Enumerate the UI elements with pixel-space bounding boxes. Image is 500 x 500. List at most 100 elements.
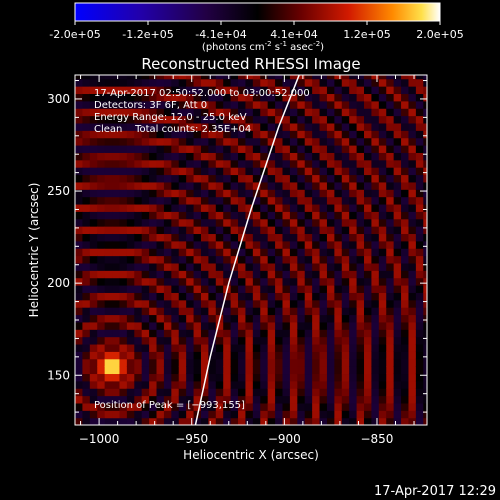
heatmap-pixel xyxy=(149,137,158,146)
heatmap-pixel xyxy=(215,115,224,124)
heatmap-pixel xyxy=(245,78,254,87)
heatmap-pixel xyxy=(223,248,232,257)
heatmap-pixel xyxy=(393,248,402,257)
heatmap-pixel xyxy=(304,248,313,257)
heatmap-pixel xyxy=(112,86,121,95)
heatmap-pixel xyxy=(104,181,113,190)
heatmap-pixel xyxy=(393,343,402,352)
heatmap-pixel xyxy=(415,299,424,308)
heatmap-pixel xyxy=(408,130,417,139)
heatmap-pixel xyxy=(193,174,202,183)
heatmap-pixel xyxy=(186,100,195,109)
heatmap-pixel xyxy=(149,380,158,389)
heatmap-pixel xyxy=(245,343,254,352)
x-tick-label: −850 xyxy=(360,432,393,446)
heatmap-pixel xyxy=(334,115,343,124)
heatmap-pixel xyxy=(393,336,402,345)
heatmap-pixel xyxy=(119,226,128,235)
heatmap-pixel xyxy=(408,86,417,95)
heatmap-pixel xyxy=(282,410,291,419)
heatmap-pixel xyxy=(341,285,350,293)
heatmap-pixel xyxy=(275,248,284,257)
heatmap-pixel xyxy=(386,159,395,168)
heatmap-pixel xyxy=(341,351,350,360)
heatmap-pixel xyxy=(156,130,165,139)
heatmap-pixel xyxy=(134,358,143,367)
heatmap-pixel xyxy=(341,233,350,242)
heatmap-pixel xyxy=(156,226,165,235)
heatmap-pixel xyxy=(126,159,135,168)
heatmap-pixel xyxy=(163,321,172,330)
heatmap-pixel xyxy=(356,358,365,367)
heatmap-pixel xyxy=(319,351,328,360)
heatmap-pixel xyxy=(208,75,217,80)
heatmap-pixel xyxy=(334,270,343,279)
heatmap-pixel xyxy=(334,373,343,382)
heatmap-pixel xyxy=(252,167,261,176)
heatmap-pixel xyxy=(245,167,254,176)
heatmap-pixel xyxy=(112,351,121,360)
heatmap-pixel xyxy=(319,240,328,249)
heatmap-pixel xyxy=(119,255,128,264)
heatmap-pixel xyxy=(200,159,209,168)
heatmap-pixel xyxy=(401,226,410,235)
heatmap-pixel xyxy=(104,262,113,271)
heatmap-pixel xyxy=(341,343,350,352)
heatmap-pixel xyxy=(186,395,195,404)
heatmap-pixel xyxy=(341,366,350,375)
heatmap-pixel xyxy=(163,417,172,425)
heatmap-pixel xyxy=(149,307,158,316)
colorbar-tick-label: -2.0e+05 xyxy=(49,28,100,41)
heatmap-pixel xyxy=(104,233,113,242)
heatmap-pixel xyxy=(304,152,313,161)
heatmap-pixel xyxy=(297,137,306,146)
heatmap-pixel xyxy=(215,358,224,367)
heatmap-pixel xyxy=(364,285,373,293)
heatmap-pixel xyxy=(267,248,276,257)
heatmap-pixel xyxy=(334,417,343,425)
heatmap-pixel xyxy=(171,336,180,345)
heatmap-pixel xyxy=(163,233,172,242)
heatmap-pixel xyxy=(75,159,84,168)
heatmap-pixel xyxy=(371,167,380,176)
heatmap-pixel xyxy=(252,145,261,153)
heatmap-pixel xyxy=(186,189,195,198)
heatmap-pixel xyxy=(163,410,172,419)
heatmap-pixel xyxy=(401,307,410,316)
heatmap-pixel xyxy=(230,137,239,146)
heatmap-pixel xyxy=(297,181,306,190)
heatmap-pixel xyxy=(126,122,135,131)
heatmap-pixel xyxy=(82,115,91,124)
heatmap-pixel xyxy=(82,262,91,271)
heatmap-pixel xyxy=(178,122,187,131)
heatmap-pixel xyxy=(252,75,261,80)
heatmap-pixel xyxy=(134,307,143,316)
heatmap-pixel xyxy=(408,329,417,338)
heatmap-pixel xyxy=(319,343,328,352)
heatmap-pixel xyxy=(341,373,350,382)
heatmap-pixel xyxy=(378,108,387,117)
heatmap-pixel xyxy=(215,336,224,345)
heatmap-pixel xyxy=(134,417,143,425)
heatmap-pixel xyxy=(260,218,269,227)
heatmap-pixel xyxy=(408,255,417,264)
heatmap-pixel xyxy=(371,93,380,102)
heatmap-pixel xyxy=(334,159,343,168)
heatmap-pixel xyxy=(230,108,239,117)
heatmap-pixel xyxy=(260,86,269,95)
info-detectors: Detectors: 3F 6F, Att 0 xyxy=(94,100,207,111)
heatmap-pixel xyxy=(89,314,98,323)
heatmap-pixel xyxy=(163,270,172,279)
heatmap-pixel xyxy=(112,75,121,80)
heatmap-pixel xyxy=(364,152,373,161)
heatmap-pixel xyxy=(126,115,135,124)
heatmap-pixel xyxy=(282,336,291,345)
heatmap-pixel xyxy=(304,75,313,80)
heatmap-pixel xyxy=(208,417,217,425)
heatmap-pixel xyxy=(193,329,202,338)
heatmap-pixel xyxy=(141,233,150,242)
heatmap-pixel xyxy=(186,122,195,131)
heatmap-pixel xyxy=(386,314,395,323)
heatmap-pixel xyxy=(415,75,424,80)
heatmap-pixel xyxy=(82,299,91,308)
